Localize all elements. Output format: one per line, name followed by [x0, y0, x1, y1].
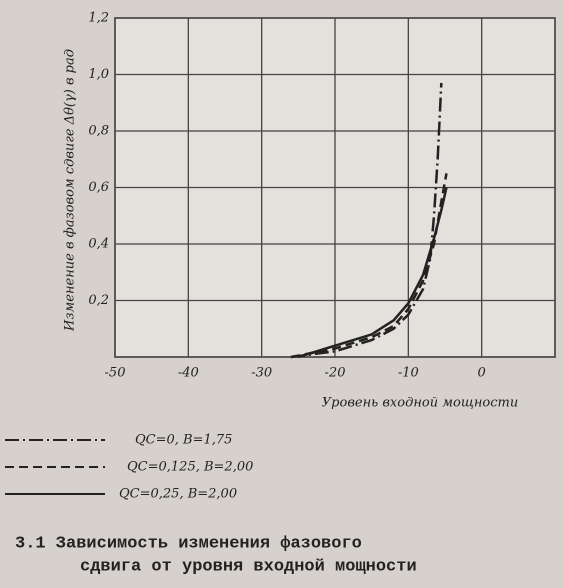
x-tick-label: -50 [105, 366, 126, 381]
y-tick-label: 1,2 [88, 11, 109, 26]
y-tick-label: 0,4 [88, 237, 109, 252]
legend-label: QC=0, B=1,75 [135, 433, 232, 448]
chart: Изменение в фазовом сдвиге Δθ(γ) в рад У… [0, 0, 564, 588]
x-tick-label: 0 [478, 366, 486, 381]
y-tick-label: 1,0 [88, 67, 109, 82]
y-tick-label: 0,8 [88, 124, 109, 139]
legend-label: QC=0,125, B=2,00 [127, 460, 253, 475]
x-axis-label: Уровень входной мощности [322, 396, 518, 411]
caption: 3.1 Зависимость изменения фазового [15, 534, 362, 553]
x-tick-label: -40 [178, 366, 199, 381]
y-tick-label: 0,6 [88, 180, 109, 195]
y-tick-label: 0,2 [88, 293, 109, 308]
x-tick-label: -10 [398, 366, 419, 381]
y-axis-label: Изменение в фазовом сдвиге Δθ(γ) в рад [63, 49, 78, 332]
legend-label: QC=0,25, B=2,00 [119, 487, 237, 502]
caption: сдвига от уровня входной мощности [80, 557, 417, 576]
x-tick-label: -30 [251, 366, 272, 381]
x-tick-label: -20 [325, 366, 346, 381]
